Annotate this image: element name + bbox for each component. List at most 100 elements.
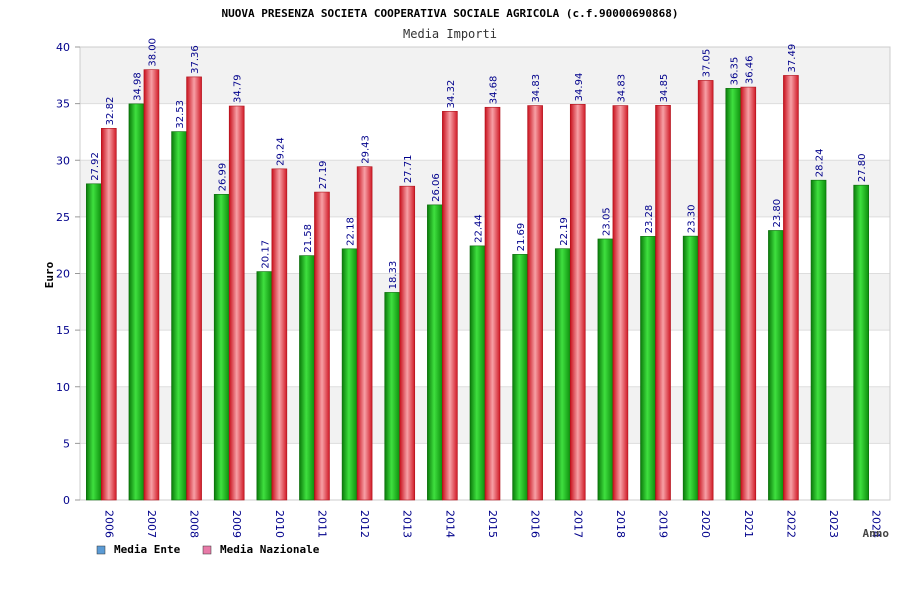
x-tick-label: 2017 bbox=[571, 510, 584, 538]
bar-nazionale bbox=[356, 166, 373, 501]
x-tick-label: 2020 bbox=[699, 510, 712, 538]
data-label: 27.92 bbox=[90, 152, 101, 181]
data-label: 34.32 bbox=[446, 80, 457, 109]
data-labels-group: 27.92 34.98 32.53 26.99 20.17 21.58 22.18 18.33… bbox=[90, 38, 868, 289]
data-label: 32.53 bbox=[175, 100, 186, 129]
x-tick-label: 2014 bbox=[443, 510, 456, 538]
x-tick-label: 2018 bbox=[614, 510, 627, 538]
bar-nazionale bbox=[314, 191, 330, 501]
x-tick-label: 2010 bbox=[273, 510, 286, 538]
x-tick-label: 2006 bbox=[102, 510, 115, 538]
data-label: 34.98 bbox=[132, 72, 143, 101]
y-tick-label: 20 bbox=[56, 268, 70, 281]
data-label: 22.18 bbox=[346, 217, 357, 246]
data-label: 23.30 bbox=[687, 204, 698, 233]
bar-ente bbox=[171, 131, 187, 501]
bar-nazionale bbox=[101, 128, 117, 501]
data-label: 34.68 bbox=[489, 76, 500, 105]
data-label: 26.99 bbox=[218, 163, 229, 192]
data-label: 34.83 bbox=[531, 74, 542, 103]
x-tick-label: 2008 bbox=[188, 510, 201, 538]
bar-ente bbox=[682, 235, 699, 501]
data-label: 34.85 bbox=[659, 74, 670, 103]
bar-ente bbox=[597, 238, 614, 501]
x-tick-label: 2024 bbox=[870, 510, 883, 538]
x-tick-label: 2011 bbox=[315, 510, 328, 538]
y-tick-label: 40 bbox=[56, 41, 70, 54]
x-tick-label: 2013 bbox=[401, 510, 414, 538]
legend: Media Ente Media Nazionale bbox=[96, 543, 320, 556]
bar-nazionale bbox=[655, 105, 671, 501]
bar-ente bbox=[86, 183, 102, 501]
bar-nazionale bbox=[399, 185, 416, 501]
legend-swatch-ente bbox=[96, 545, 106, 555]
y-tick-label: 15 bbox=[56, 324, 70, 337]
x-tick-label: 2021 bbox=[742, 510, 755, 538]
data-label: 34.83 bbox=[616, 74, 627, 103]
x-tick-label: 2007 bbox=[145, 510, 158, 538]
x-tick-label: 2022 bbox=[784, 510, 797, 538]
data-label: 29.43 bbox=[361, 135, 372, 164]
y-tick-label: 5 bbox=[63, 437, 70, 450]
data-label: 22.44 bbox=[474, 214, 485, 243]
data-label: 21.69 bbox=[516, 223, 527, 252]
data-label: 20.17 bbox=[260, 240, 271, 269]
x-axis-label: Anno bbox=[863, 527, 890, 540]
bar-nazionale bbox=[527, 105, 543, 501]
legend-swatch-nazionale bbox=[202, 545, 212, 555]
data-label: 37.05 bbox=[702, 49, 713, 78]
data-label: 23.80 bbox=[772, 199, 783, 228]
axes-group: 0 5 10 15 20 25 30 35 40 2006 2007 2008 2009 2010 2011… bbox=[56, 41, 883, 538]
data-label: 37.49 bbox=[787, 44, 798, 73]
y-tick-label: 10 bbox=[56, 381, 70, 394]
data-label: 21.58 bbox=[303, 224, 314, 253]
x-tick-label: 2016 bbox=[529, 510, 542, 538]
y-tick-label: 0 bbox=[63, 494, 70, 507]
bar-ente bbox=[341, 248, 358, 501]
bar-nazionale bbox=[569, 104, 586, 501]
bar-ente bbox=[213, 194, 230, 501]
data-label: 36.46 bbox=[744, 55, 755, 84]
x-tick-label: 2009 bbox=[230, 510, 243, 538]
bar-nazionale bbox=[271, 168, 288, 501]
bar-ente bbox=[810, 179, 827, 501]
bar-nazionale bbox=[484, 106, 501, 501]
data-label: 22.19 bbox=[559, 217, 570, 246]
data-label: 26.06 bbox=[431, 173, 442, 202]
data-label: 29.24 bbox=[275, 137, 286, 166]
bar-ente bbox=[768, 230, 784, 501]
legend-label-ente: Media Ente bbox=[114, 543, 181, 556]
data-label: 37.36 bbox=[190, 45, 201, 74]
data-label: 38.00 bbox=[147, 38, 158, 67]
bar-ente bbox=[853, 184, 869, 501]
bar-nazionale bbox=[228, 105, 245, 501]
bar-ente bbox=[427, 204, 443, 501]
data-label: 27.80 bbox=[857, 154, 868, 183]
x-tick-label: 2023 bbox=[827, 510, 840, 538]
bar-nazionale bbox=[740, 86, 757, 501]
bar-nazionale bbox=[186, 76, 202, 501]
x-tick-label: 2015 bbox=[486, 510, 499, 538]
bar-nazionale bbox=[442, 111, 458, 501]
data-label: 23.05 bbox=[601, 207, 612, 236]
bar-ente bbox=[512, 254, 528, 501]
y-tick-label: 35 bbox=[56, 98, 70, 111]
chart-title: NUOVA PRESENZA SOCIETA COOPERATIVA SOCIA… bbox=[222, 7, 679, 20]
y-axis-label: Euro bbox=[43, 261, 56, 288]
data-label: 23.28 bbox=[644, 205, 655, 234]
legend-label-nazionale: Media Nazionale bbox=[220, 543, 320, 556]
bar-nazionale bbox=[697, 80, 714, 501]
bar-ente bbox=[128, 103, 145, 501]
bar-ente bbox=[469, 245, 486, 501]
data-label: 34.94 bbox=[574, 73, 585, 102]
bar-nazionale bbox=[612, 105, 629, 501]
bar-ente bbox=[554, 248, 571, 501]
data-label: 36.35 bbox=[729, 57, 740, 86]
data-label: 27.19 bbox=[318, 160, 329, 189]
bar-ente bbox=[299, 255, 315, 501]
data-label: 27.71 bbox=[403, 155, 414, 184]
x-tick-label: 2019 bbox=[657, 510, 670, 538]
data-label: 34.79 bbox=[233, 74, 244, 103]
bar-ente bbox=[256, 271, 273, 501]
